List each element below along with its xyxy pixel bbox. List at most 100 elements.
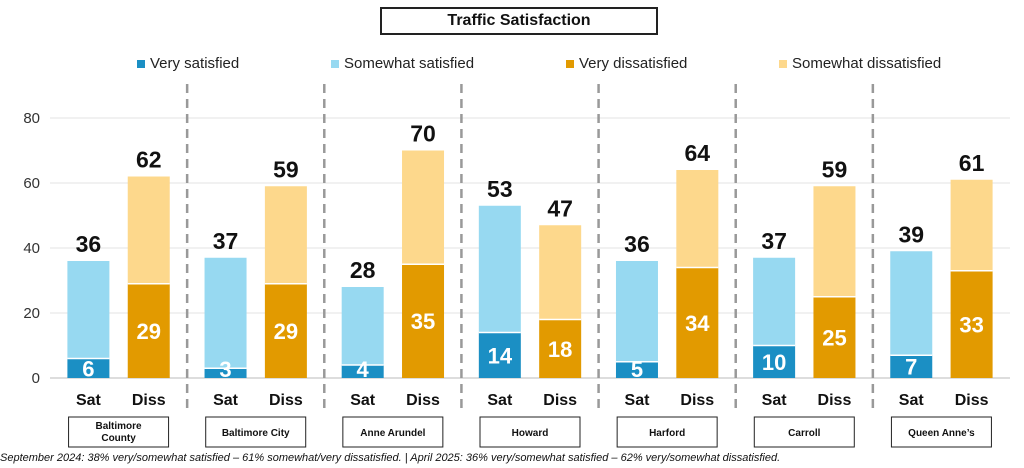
bar-very-label-queen-anne-s-diss: 33	[959, 312, 983, 337]
bar-carroll-sat-somewhat	[753, 257, 796, 346]
bar-category-label-diss: Diss	[680, 392, 714, 409]
bar-category-label-diss: Diss	[818, 392, 852, 409]
bar-harford-sat-somewhat	[615, 261, 658, 362]
bar-baltimore-city-sat-somewhat	[204, 257, 247, 369]
bar-baltimore-city-diss-very	[264, 283, 307, 378]
bar-category-label-sat: Sat	[899, 392, 925, 409]
group-label-queen-anne-s: Queen Anne’s	[908, 428, 975, 439]
bar-category-label-sat: Sat	[76, 392, 102, 409]
legend-label-somewhat-dissatisfied: Somewhat dissatisfied	[792, 55, 942, 72]
bar-howard-sat-very	[478, 332, 521, 378]
bar-harford-sat-very	[615, 361, 658, 378]
chart-legend: Very satisfied Somewhat satisfied Very d…	[0, 55, 1024, 75]
bar-very-label-carroll-sat: 10	[762, 350, 786, 375]
bar-queen-anne-s-diss-somewhat	[950, 179, 993, 271]
y-tick-label: 40	[23, 240, 40, 257]
bar-very-label-baltimore-city-diss: 29	[274, 319, 298, 344]
group-label-box-harford	[616, 416, 718, 448]
chart-title: Traffic Satisfaction	[380, 7, 658, 35]
bar-very-label-baltimore-city-sat: 3	[219, 357, 231, 382]
bar-very-label-baltimore-county-sat: 6	[82, 356, 94, 381]
bar-category-label-diss: Diss	[955, 392, 989, 409]
bar-very-label-queen-anne-s-sat: 7	[905, 355, 917, 380]
bar-harford-diss-somewhat	[676, 170, 719, 268]
bar-very-label-howard-diss: 18	[548, 337, 572, 362]
bar-queen-anne-s-sat-somewhat	[890, 251, 933, 356]
legend-label-very-satisfied: Very satisfied	[150, 55, 240, 72]
group-label-box-baltimore-county	[68, 416, 170, 448]
bar-total-label-queen-anne-s-sat: 39	[898, 221, 924, 247]
group-label-carroll: Carroll	[788, 428, 820, 439]
legend-item-very-dissatisfied: Very dissatisfied	[566, 55, 687, 72]
bar-anne-arundel-sat-very	[341, 365, 384, 378]
bar-category-label-diss: Diss	[406, 392, 440, 409]
bar-harford-diss-very	[676, 267, 719, 378]
bar-very-label-harford-sat: 5	[631, 357, 643, 382]
bar-anne-arundel-sat-somewhat	[341, 287, 384, 365]
bar-baltimore-county-sat-very	[67, 358, 110, 378]
bar-category-label-diss: Diss	[543, 392, 577, 409]
bar-anne-arundel-diss-very	[402, 264, 445, 378]
bar-carroll-diss-somewhat	[813, 186, 856, 297]
bar-baltimore-county-sat-somewhat	[67, 261, 110, 359]
group-label-box-carroll	[753, 416, 855, 448]
group-label-box-anne-arundel	[342, 416, 444, 448]
bar-total-label-baltimore-city-sat: 37	[213, 228, 239, 254]
group-label-anne-arundel: Anne Arundel	[360, 428, 425, 439]
bar-total-label-queen-anne-s-diss: 61	[959, 150, 985, 176]
legend-swatch-very-dissatisfied	[566, 59, 574, 68]
y-tick-label: 60	[23, 175, 40, 192]
group-label-box-howard	[479, 416, 581, 448]
y-tick-label: 20	[23, 305, 40, 322]
bar-very-label-anne-arundel-sat: 4	[357, 357, 370, 382]
chart-footnote: September 2024: 38% very/somewhat satisf…	[0, 452, 781, 464]
bar-category-label-sat: Sat	[762, 392, 788, 409]
group-label-box-queen-anne-s	[890, 416, 992, 448]
bar-very-label-baltimore-county-diss: 29	[137, 319, 161, 344]
group-label-baltimore-city: Baltimore City	[222, 428, 290, 439]
bar-howard-sat-somewhat	[478, 205, 521, 333]
bar-howard-diss-somewhat	[539, 225, 582, 320]
legend-swatch-somewhat-dissatisfied	[779, 59, 787, 68]
bar-very-label-carroll-diss: 25	[822, 325, 846, 350]
bar-baltimore-city-sat-very	[204, 368, 247, 378]
bar-very-label-anne-arundel-diss: 35	[411, 309, 435, 334]
bar-anne-arundel-diss-somewhat	[402, 150, 445, 265]
group-label-howard: Howard	[512, 428, 549, 439]
bar-category-label-sat: Sat	[350, 392, 376, 409]
bar-category-label-diss: Diss	[269, 392, 303, 409]
legend-swatch-somewhat-satisfied	[331, 59, 339, 68]
bar-total-label-harford-diss: 64	[685, 140, 711, 166]
bar-carroll-sat-very	[753, 345, 796, 378]
bar-baltimore-county-diss-very	[127, 283, 170, 378]
bar-very-label-harford-diss: 34	[685, 311, 710, 336]
legend-label-very-dissatisfied: Very dissatisfied	[579, 55, 688, 72]
bar-carroll-diss-very	[813, 296, 856, 378]
bar-chart: 020406080366Sat6229DissBaltimoreCounty37…	[23, 84, 1010, 448]
y-tick-label: 80	[23, 110, 40, 127]
bar-total-label-carroll-diss: 59	[822, 156, 848, 182]
legend-item-very-satisfied: Very satisfied	[137, 55, 239, 72]
bar-category-label-diss: Diss	[132, 392, 166, 409]
bar-total-label-baltimore-county-diss: 62	[136, 147, 162, 173]
group-label-harford: Harford	[649, 428, 685, 439]
bar-total-label-harford-sat: 36	[624, 231, 650, 257]
bar-baltimore-city-diss-somewhat	[264, 186, 307, 284]
bar-queen-anne-s-sat-very	[890, 355, 933, 378]
bar-baltimore-county-diss-somewhat	[127, 176, 170, 284]
legend-item-somewhat-dissatisfied: Somewhat dissatisfied	[779, 55, 941, 72]
group-label-box-baltimore-city	[205, 416, 307, 448]
legend-swatch-very-satisfied	[137, 59, 145, 68]
bar-total-label-howard-sat: 53	[487, 176, 513, 202]
bar-total-label-anne-arundel-diss: 70	[410, 121, 436, 147]
bar-queen-anne-s-diss-very	[950, 270, 993, 378]
group-label-line: Baltimore	[96, 421, 143, 432]
bar-very-label-howard-sat: 14	[488, 343, 513, 368]
bar-howard-diss-very	[539, 319, 582, 378]
bar-category-label-sat: Sat	[625, 392, 651, 409]
y-tick-label: 0	[32, 370, 40, 387]
legend-item-somewhat-satisfied: Somewhat satisfied	[331, 55, 474, 72]
bar-total-label-anne-arundel-sat: 28	[350, 257, 376, 283]
bar-category-label-sat: Sat	[487, 392, 513, 409]
legend-label-somewhat-satisfied: Somewhat satisfied	[344, 55, 475, 72]
